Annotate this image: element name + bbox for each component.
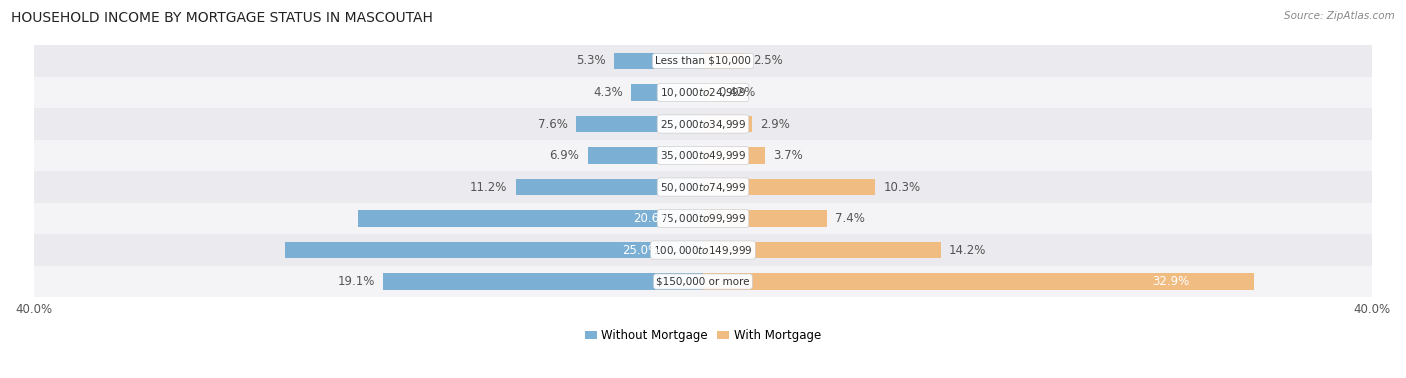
Bar [34, 77, 1372, 108]
Text: 7.6%: 7.6% [537, 118, 568, 130]
Text: $75,000 to $99,999: $75,000 to $99,999 [659, 212, 747, 225]
Text: 14.2%: 14.2% [949, 243, 987, 257]
Bar [516, 179, 703, 195]
Bar [384, 273, 703, 290]
Bar [576, 116, 703, 132]
Text: 3.7%: 3.7% [773, 149, 803, 162]
Text: 2.5%: 2.5% [754, 54, 783, 68]
Text: 5.3%: 5.3% [576, 54, 606, 68]
Text: 4.3%: 4.3% [593, 86, 623, 99]
Text: 32.9%: 32.9% [1153, 275, 1189, 288]
Bar [34, 45, 1372, 77]
Text: $35,000 to $49,999: $35,000 to $49,999 [659, 149, 747, 162]
Text: 0.42%: 0.42% [718, 86, 755, 99]
Bar [359, 210, 703, 227]
Bar [34, 203, 1372, 234]
Bar [631, 84, 703, 101]
Bar [703, 84, 710, 101]
Bar [34, 108, 1372, 140]
Text: 6.9%: 6.9% [550, 149, 579, 162]
Bar [703, 273, 1254, 290]
Text: 7.4%: 7.4% [835, 212, 865, 225]
Bar [703, 116, 752, 132]
Bar [588, 147, 703, 164]
Text: $50,000 to $74,999: $50,000 to $74,999 [659, 181, 747, 194]
Text: 20.6%: 20.6% [633, 212, 669, 225]
Text: $25,000 to $34,999: $25,000 to $34,999 [659, 118, 747, 130]
Legend: Without Mortgage, With Mortgage: Without Mortgage, With Mortgage [581, 324, 825, 347]
Bar [34, 171, 1372, 203]
Text: 10.3%: 10.3% [884, 181, 921, 194]
Bar [34, 266, 1372, 297]
Text: 19.1%: 19.1% [337, 275, 375, 288]
Bar [703, 242, 941, 258]
Text: 2.9%: 2.9% [759, 118, 790, 130]
Bar [703, 179, 876, 195]
Bar [34, 234, 1372, 266]
Text: Less than $10,000: Less than $10,000 [655, 56, 751, 66]
Text: $10,000 to $24,999: $10,000 to $24,999 [659, 86, 747, 99]
Bar [614, 53, 703, 69]
Bar [703, 53, 745, 69]
Text: 11.2%: 11.2% [470, 181, 508, 194]
Text: Source: ZipAtlas.com: Source: ZipAtlas.com [1284, 11, 1395, 21]
Bar [703, 147, 765, 164]
Text: $100,000 to $149,999: $100,000 to $149,999 [654, 243, 752, 257]
Bar [34, 140, 1372, 171]
Bar [703, 210, 827, 227]
Bar [284, 242, 703, 258]
Text: $150,000 or more: $150,000 or more [657, 277, 749, 287]
Text: 25.0%: 25.0% [621, 243, 659, 257]
Text: HOUSEHOLD INCOME BY MORTGAGE STATUS IN MASCOUTAH: HOUSEHOLD INCOME BY MORTGAGE STATUS IN M… [11, 11, 433, 25]
